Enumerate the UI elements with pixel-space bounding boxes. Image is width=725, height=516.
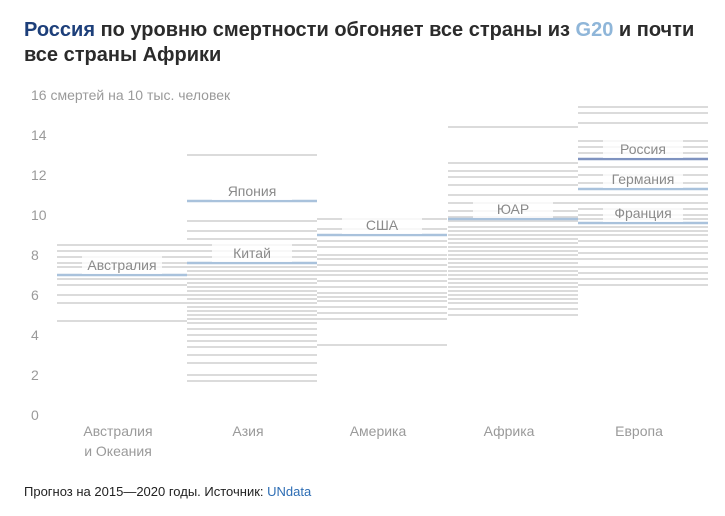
y-axis-unit: смертей на 10 тыс. человек [47, 87, 231, 103]
title-russia: Россия [24, 19, 96, 41]
country-label: Япония [228, 183, 277, 199]
country-label: Китай [233, 245, 271, 261]
footer-note: Прогноз на 2015—2020 годы. Источник: UNd… [24, 484, 311, 499]
category-label: Австралия и Океания [83, 423, 152, 459]
label-backdrop [82, 256, 162, 274]
y-tick-label: 8 [31, 247, 39, 263]
title-middle: по уровню смертности обгоняет все страны… [95, 19, 576, 41]
label-backdrop [212, 182, 292, 200]
y-tick-label: 0 [31, 407, 39, 423]
category-label: Азия [232, 423, 263, 439]
label-backdrop [212, 244, 292, 262]
y-tick-label: 10 [31, 207, 47, 223]
country-label: Австралия [87, 257, 156, 273]
category-label: Африка [484, 423, 535, 439]
title-end: и почти все страны Африки [24, 19, 695, 66]
label-backdrop [342, 216, 422, 234]
footer-text: Прогноз на 2015—2020 годы. Источник: [24, 484, 268, 499]
label-backdrop [473, 200, 553, 218]
y-tick-label: 4 [31, 327, 39, 343]
y-tick-label: 12 [31, 167, 47, 183]
country-label: США [366, 217, 399, 233]
country-label: Германия [612, 171, 675, 187]
y-axis-ticks: 0 2 4 6 8 10 12 14 16 смертей на 10 тыс. человек [31, 87, 231, 423]
y-tick-label: 14 [31, 127, 47, 143]
label-backdrop [603, 140, 683, 158]
label-backdrop [603, 204, 683, 222]
y-tick-label: 2 [31, 367, 39, 383]
y-tick-label: 16 смертей на 10 тыс. человек [31, 87, 231, 103]
source-link[interactable]: UNdata [267, 484, 312, 499]
x-axis-categories: Австралия и Океания Азия Америка Африка Европ… [83, 423, 663, 459]
category-label: Европа [615, 423, 663, 439]
country-labels: Австралия Япония Китай США ЮАР Россия Германия… [82, 140, 683, 274]
country-label: Франция [614, 205, 671, 221]
category-label: Америка [350, 423, 407, 439]
label-backdrop [603, 170, 683, 188]
country-label: Россия [620, 141, 666, 157]
country-label: ЮАР [497, 201, 529, 217]
strip-lines [57, 106, 708, 382]
y-tick-label: 6 [31, 287, 39, 303]
strip-chart: 0 2 4 6 8 10 12 14 16 смертей на 10 тыс. человек… [31, 87, 708, 459]
title-g20: G20 [575, 19, 614, 41]
chart-title: Россия по уровню смертности обгоняет все… [24, 18, 714, 68]
